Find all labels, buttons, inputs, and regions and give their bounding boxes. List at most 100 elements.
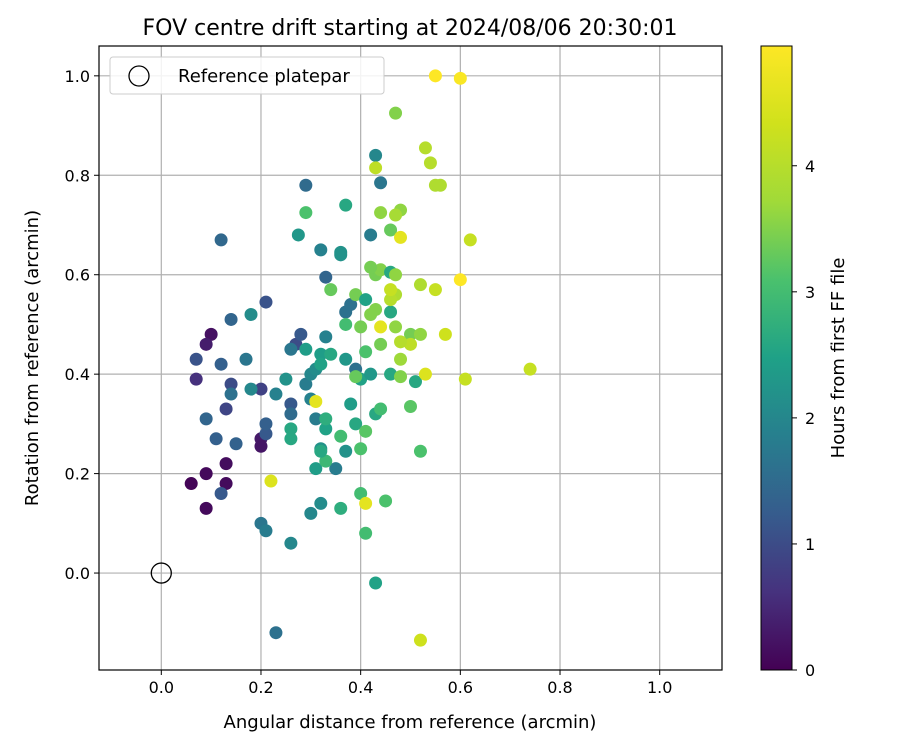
data-points <box>184 69 537 647</box>
data-point <box>224 312 238 326</box>
data-point <box>239 352 253 366</box>
data-point <box>254 382 268 396</box>
data-point <box>334 501 348 515</box>
data-point <box>244 307 258 321</box>
data-point <box>413 327 427 341</box>
data-point <box>314 243 328 257</box>
data-point <box>394 352 408 366</box>
data-point <box>364 307 378 321</box>
data-point <box>314 357 328 371</box>
data-point <box>423 156 437 170</box>
data-point <box>214 357 228 371</box>
data-point <box>394 335 408 349</box>
data-point <box>269 387 283 401</box>
x-tick-label: 0.0 <box>149 678 174 697</box>
data-point <box>359 345 373 359</box>
data-point <box>299 377 313 391</box>
x-tick-label: 0.2 <box>248 678 273 697</box>
data-point <box>359 293 373 307</box>
y-axis-ticks: 0.0 0.2 0.4 0.6 0.8 1.0 <box>65 67 99 583</box>
data-point <box>384 283 398 297</box>
data-point <box>284 422 298 436</box>
data-point <box>418 141 432 155</box>
y-tick-label: 0.0 <box>65 564 90 583</box>
data-point <box>204 327 218 341</box>
data-point <box>364 260 378 274</box>
data-point <box>199 467 213 481</box>
data-point <box>413 444 427 458</box>
colorbar-tick-label: 2 <box>805 409 815 428</box>
legend-reference-marker-icon <box>128 65 150 87</box>
colorbar-tick-label: 3 <box>805 283 815 302</box>
data-point <box>359 526 373 540</box>
x-tick-label: 0.6 <box>448 678 473 697</box>
data-point <box>339 198 353 212</box>
data-point <box>319 412 333 426</box>
data-point <box>299 206 313 220</box>
data-point <box>408 375 422 389</box>
data-point <box>259 427 273 441</box>
data-point <box>309 462 323 476</box>
y-tick-label: 0.8 <box>65 166 90 185</box>
data-point <box>304 506 318 520</box>
data-point <box>214 233 228 247</box>
data-point <box>284 342 298 356</box>
data-point <box>369 161 383 175</box>
data-point <box>259 417 273 431</box>
x-tick-label: 0.8 <box>547 678 572 697</box>
data-point <box>284 397 298 411</box>
data-point <box>384 223 398 237</box>
data-point <box>329 462 343 476</box>
data-point <box>199 501 213 515</box>
colorbar-ticks: 0 1 2 3 4 <box>792 157 815 680</box>
data-point <box>294 327 308 341</box>
data-point <box>404 399 417 413</box>
data-point <box>389 268 403 282</box>
legend: Reference platepar <box>109 56 385 95</box>
data-point <box>299 342 313 356</box>
colorbar-tick-label: 0 <box>805 661 815 680</box>
data-point <box>394 230 408 244</box>
data-point <box>334 429 348 443</box>
data-point <box>349 370 363 384</box>
data-point <box>359 424 373 438</box>
data-point <box>184 477 198 491</box>
y-tick-label: 1.0 <box>65 67 90 86</box>
data-point <box>229 437 243 451</box>
data-point <box>339 317 353 331</box>
data-point <box>354 442 368 456</box>
colorbar: 0 1 2 3 4 Hours from first FF file <box>760 45 849 680</box>
data-point <box>199 412 213 426</box>
legend-entry-reference: Reference platepar <box>178 66 350 87</box>
data-point <box>264 474 278 488</box>
data-point <box>244 382 258 396</box>
data-point <box>199 337 213 351</box>
data-point <box>284 536 298 550</box>
data-point <box>374 176 388 190</box>
y-tick-label: 0.6 <box>65 266 90 285</box>
data-point <box>224 387 238 401</box>
data-point <box>189 352 203 366</box>
reference-platepar-marker <box>150 562 172 584</box>
legend-box <box>109 56 385 95</box>
colorbar-tick-label: 1 <box>805 535 815 554</box>
data-point <box>364 367 378 381</box>
x-tick-label: 0.4 <box>348 678 373 697</box>
plot-frame <box>98 45 723 671</box>
data-point <box>339 352 353 366</box>
data-point <box>413 278 427 292</box>
data-point <box>349 417 363 431</box>
x-axis-ticks: 0.0 0.2 0.4 0.6 0.8 1.0 <box>149 670 672 697</box>
data-point <box>189 372 203 386</box>
colorbar-gradient <box>760 45 793 671</box>
data-point <box>428 283 442 297</box>
data-point <box>219 477 233 491</box>
data-point <box>394 370 408 384</box>
y-axis-label: Rotation from reference (arcmin) <box>22 210 43 506</box>
data-point <box>438 327 452 341</box>
data-point <box>458 372 472 386</box>
data-point <box>428 69 442 83</box>
data-point <box>339 444 353 458</box>
data-point <box>319 270 333 284</box>
data-point <box>219 402 233 416</box>
